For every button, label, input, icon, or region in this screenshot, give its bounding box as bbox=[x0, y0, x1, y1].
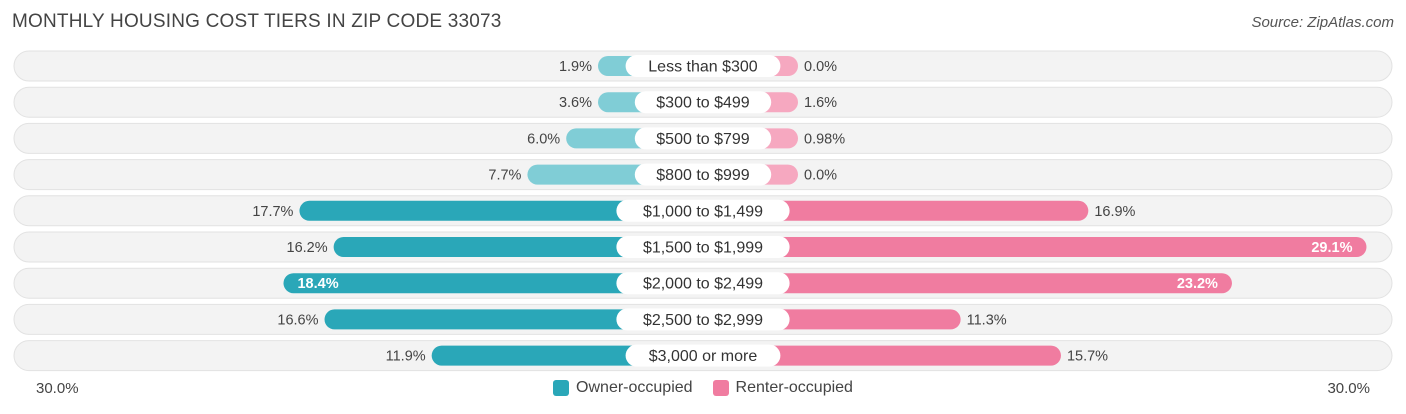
legend-label-owner: Owner-occupied bbox=[576, 379, 693, 396]
chart-row: Less than $300 1.9% 0.0% bbox=[13, 50, 1393, 82]
bar-renter bbox=[703, 273, 1232, 294]
category-label: $300 to $499 bbox=[656, 95, 750, 112]
value-label-owner: 6.0% bbox=[527, 131, 560, 147]
category-label: Less than $300 bbox=[648, 59, 758, 76]
value-label-owner: 1.9% bbox=[559, 59, 592, 75]
category-pill bbox=[625, 344, 781, 367]
value-label-renter: 29.1% bbox=[1311, 240, 1352, 256]
category-label: $2,500 to $2,999 bbox=[643, 312, 763, 329]
value-label-renter: 16.9% bbox=[1094, 204, 1135, 220]
bar-renter bbox=[703, 200, 1089, 221]
category-label: $1,500 to $1,999 bbox=[643, 240, 763, 257]
category-label: $2,000 to $2,499 bbox=[643, 276, 763, 293]
bar-owner bbox=[333, 237, 703, 257]
bar-renter bbox=[703, 345, 1061, 366]
value-label-owner: 16.2% bbox=[287, 240, 328, 256]
legend-item-owner: Owner-occupied bbox=[553, 379, 693, 397]
chart-row: $500 to $799 6.0% 0.98% bbox=[13, 122, 1393, 154]
chart-source: Source: ZipAtlas.com bbox=[1251, 14, 1394, 31]
legend-label-renter: Renter-occupied bbox=[735, 379, 853, 396]
bar-owner bbox=[324, 309, 703, 330]
chart-row: $3,000 or more 11.9% 15.7% bbox=[13, 340, 1393, 372]
chart-row: $800 to $999 7.7% 0.0% bbox=[13, 159, 1393, 191]
category-pill bbox=[634, 91, 772, 114]
axis-label-left: 30.0% bbox=[36, 380, 79, 397]
value-label-renter: 1.6% bbox=[804, 95, 837, 111]
value-label-owner: 17.7% bbox=[252, 204, 293, 220]
chart-title: MONTHLY HOUSING COST TIERS IN ZIP CODE 3… bbox=[12, 11, 502, 32]
category-pill bbox=[616, 308, 790, 331]
value-label-renter: 0.0% bbox=[804, 168, 837, 184]
chart-row: $2,500 to $2,999 16.6% 11.3% bbox=[13, 303, 1393, 335]
category-label: $800 to $999 bbox=[656, 167, 750, 184]
value-label-owner: 3.6% bbox=[559, 95, 592, 111]
bar-owner bbox=[283, 273, 703, 294]
legend-item-renter: Renter-occupied bbox=[712, 379, 853, 397]
category-pill bbox=[616, 272, 790, 295]
category-pill bbox=[625, 55, 781, 77]
category-label: $3,000 or more bbox=[649, 348, 758, 365]
value-label-renter: 11.3% bbox=[967, 312, 1007, 328]
value-label-renter: 0.98% bbox=[804, 131, 845, 147]
value-label-owner: 18.4% bbox=[297, 276, 338, 292]
value-label-renter: 15.7% bbox=[1067, 349, 1108, 365]
category-pill bbox=[616, 199, 790, 222]
diverging-bar-chart: Less than $300 1.9% 0.0% $300 to $499 3.6% 1.… bbox=[13, 50, 1393, 372]
axis-label-right: 30.0% bbox=[1327, 380, 1370, 397]
category-pill bbox=[634, 163, 772, 186]
chart-row: $1,000 to $1,499 17.7% 16.9% bbox=[13, 195, 1393, 227]
value-label-owner: 16.6% bbox=[277, 312, 318, 328]
legend: Owner-occupied Renter-occupied bbox=[0, 379, 1406, 397]
value-label-owner: 7.7% bbox=[488, 168, 521, 184]
chart-row: $1,500 to $1,999 16.2% 29.1% bbox=[13, 231, 1393, 263]
category-label: $500 to $799 bbox=[656, 131, 750, 148]
chart-row: $2,000 to $2,499 18.4% 23.2% bbox=[13, 267, 1393, 299]
value-label-owner: 11.9% bbox=[386, 349, 426, 365]
chart-row: $300 to $499 3.6% 1.6% bbox=[13, 86, 1393, 118]
value-label-renter: 0.0% bbox=[804, 59, 837, 75]
value-label-renter: 23.2% bbox=[1177, 276, 1218, 292]
legend-swatch-owner bbox=[553, 380, 570, 396]
category-label: $1,000 to $1,499 bbox=[643, 203, 763, 220]
bar-owner bbox=[299, 200, 703, 221]
legend-swatch-renter bbox=[712, 380, 729, 396]
bar-renter bbox=[703, 237, 1367, 257]
category-pill bbox=[616, 236, 790, 258]
category-pill bbox=[634, 127, 772, 150]
